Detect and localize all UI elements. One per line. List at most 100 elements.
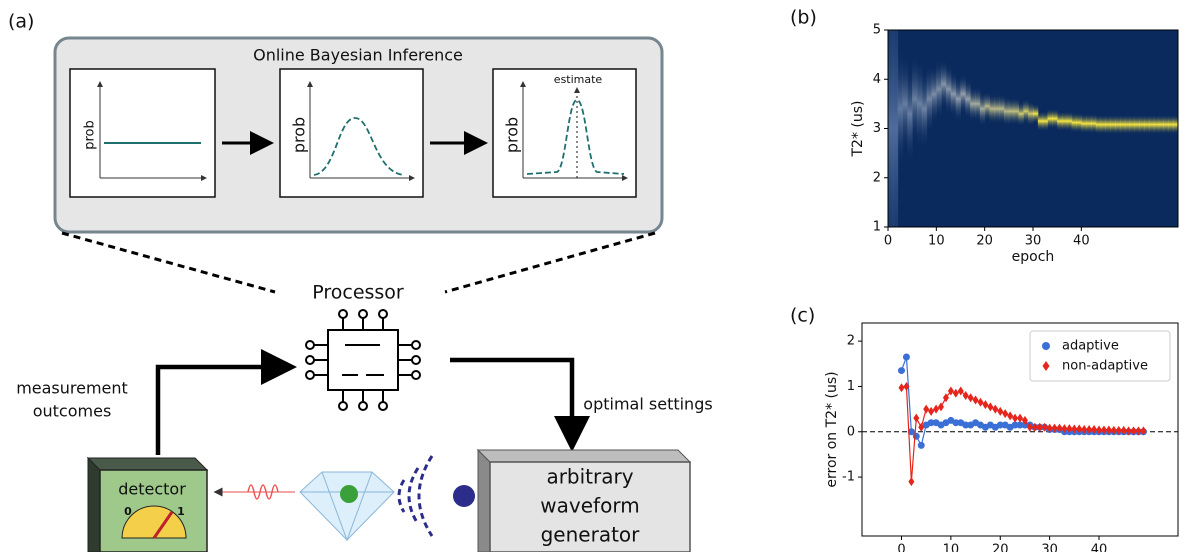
settings-label: optimal settings — [583, 395, 712, 414]
heatmap-column — [932, 64, 937, 123]
generator-label: waveform — [540, 494, 639, 518]
heatmap-column — [980, 92, 985, 126]
heatmap-column — [1164, 115, 1169, 135]
point — [1002, 409, 1008, 418]
heatmap-column — [985, 92, 990, 122]
x-tick-label: 40 — [1073, 234, 1090, 249]
y-tick-label: 3 — [873, 121, 881, 136]
y-tick-label: 1 — [847, 379, 855, 394]
heatmap-column — [1038, 111, 1043, 131]
heatmap-column — [999, 94, 1004, 124]
point — [898, 367, 905, 374]
heatmap-column — [936, 60, 941, 119]
heatmap-column — [927, 64, 932, 133]
heatmap-column — [1052, 109, 1057, 129]
heatmap-column — [961, 74, 966, 113]
dial-label: 0 — [124, 505, 132, 518]
y-tick-label: 5 — [873, 23, 881, 38]
heatmap-column — [951, 72, 956, 116]
heatmap-column — [1159, 115, 1164, 135]
heatmap-column — [1110, 115, 1115, 135]
point — [933, 405, 939, 414]
y-axis-label: error on T2* (us) — [824, 371, 840, 487]
heatmap-column — [956, 77, 961, 121]
detector-label: detector — [118, 480, 186, 499]
heatmap-column — [965, 79, 970, 118]
heatmap-column — [1028, 101, 1033, 126]
heatmap-column — [1125, 115, 1130, 135]
heatmap-column — [1033, 104, 1038, 124]
point — [913, 433, 920, 440]
heatmap-column — [888, 0, 893, 326]
heatmap-column — [1019, 101, 1024, 126]
estimate-label: estimate — [554, 73, 603, 86]
point — [953, 389, 959, 398]
heatmap-column — [994, 94, 999, 124]
heatmap-column — [1067, 111, 1072, 131]
heatmap-column — [1072, 113, 1077, 133]
heatmap-column — [898, 50, 903, 168]
heatmap-column — [1139, 115, 1144, 135]
detector — [88, 458, 207, 552]
point — [903, 353, 910, 360]
panel-label: (b) — [790, 7, 817, 29]
x-tick-label: 20 — [976, 234, 993, 249]
point — [918, 442, 925, 449]
chip — [306, 310, 420, 410]
y-tick-label: 4 — [873, 72, 881, 87]
y-tick-label: 2 — [847, 334, 855, 349]
heatmap-column — [1091, 114, 1096, 134]
axis-label: prob — [83, 120, 98, 150]
heatmap-column — [946, 64, 951, 113]
heatmap-column — [903, 55, 908, 154]
heatmap-column — [1077, 113, 1082, 133]
heatmap-column — [1004, 96, 1009, 126]
point — [908, 477, 914, 486]
heatmap-column — [912, 55, 917, 144]
heatmap-column — [1154, 115, 1159, 135]
heatmap-column — [1115, 115, 1120, 135]
heatmap-column — [922, 69, 927, 148]
inference-title: Online Bayesian Inference — [253, 46, 463, 65]
heatmap-column — [1009, 97, 1014, 125]
heatmap-column — [1048, 109, 1053, 129]
x-tick-label: 0 — [897, 543, 905, 552]
heatmap-column — [1135, 115, 1140, 135]
y-tick-label: 1 — [873, 220, 881, 235]
x-tick-label: 30 — [1041, 543, 1058, 552]
point — [982, 400, 988, 409]
heatmap-column — [1062, 111, 1067, 131]
point — [992, 405, 998, 414]
heatmap-column — [1023, 99, 1028, 124]
point — [1007, 411, 1013, 420]
heatmap-column — [893, 0, 898, 326]
heatmap-column — [1168, 115, 1173, 135]
point — [958, 386, 964, 395]
point — [923, 405, 929, 414]
generator-label: arbitrary — [546, 465, 633, 489]
heatmap-column — [970, 87, 975, 121]
heatmap-column — [990, 94, 995, 124]
heatmap-column — [941, 60, 946, 109]
point — [1017, 414, 1023, 423]
heatmap-column — [1130, 115, 1135, 135]
measurement-label: outcomes — [33, 402, 112, 421]
point — [973, 396, 979, 405]
x-tick-label: 20 — [992, 543, 1009, 552]
y-tick-label: 2 — [873, 170, 881, 185]
x-tick-label: 30 — [1025, 234, 1042, 249]
heatmap-column — [1096, 115, 1101, 135]
point — [899, 383, 905, 392]
point — [928, 407, 934, 416]
point — [987, 402, 993, 411]
y-axis-label: T2* (us) — [850, 101, 866, 158]
heatmap-column — [1043, 111, 1048, 131]
dial-label: 1 — [177, 505, 185, 518]
y-tick-label: -1 — [842, 470, 855, 485]
x-tick-label: 10 — [928, 234, 945, 249]
point — [968, 393, 974, 402]
heatmap-column — [1120, 115, 1125, 135]
processor-label: Processor — [312, 282, 404, 304]
heatmap-column — [1144, 115, 1149, 135]
x-tick-label: 0 — [884, 234, 892, 249]
